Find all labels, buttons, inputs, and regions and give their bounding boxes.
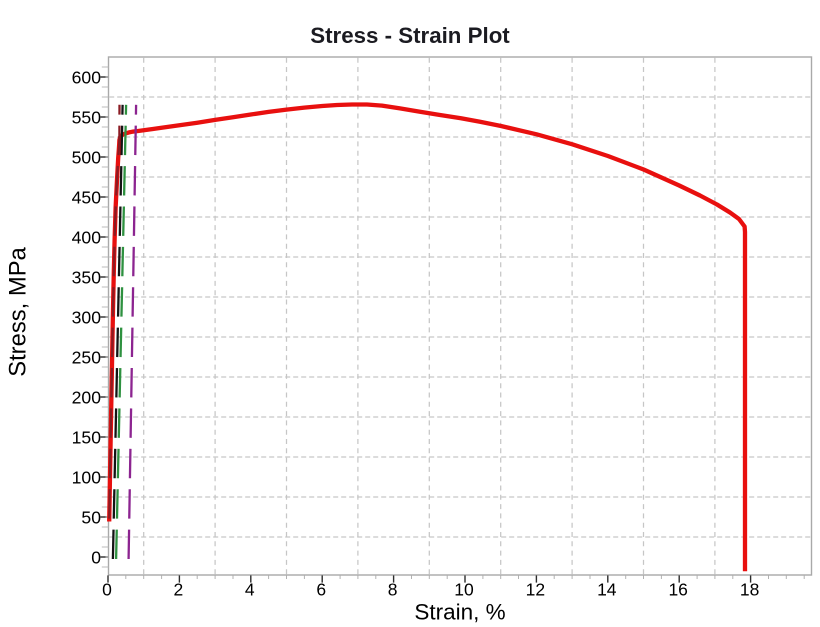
svg-text:550: 550 <box>72 108 102 128</box>
svg-text:100: 100 <box>72 468 102 488</box>
svg-text:500: 500 <box>72 148 102 168</box>
svg-text:6: 6 <box>316 579 326 599</box>
svg-text:2: 2 <box>174 579 184 599</box>
svg-text:10: 10 <box>454 579 474 599</box>
svg-text:0: 0 <box>102 579 112 599</box>
svg-text:Stress, MPa: Stress, MPa <box>5 246 32 376</box>
svg-text:4: 4 <box>245 579 255 599</box>
svg-text:600: 600 <box>72 68 102 88</box>
svg-text:300: 300 <box>72 308 102 328</box>
svg-text:150: 150 <box>72 428 102 448</box>
svg-text:16: 16 <box>668 579 687 599</box>
svg-text:8: 8 <box>388 579 398 599</box>
svg-text:Strain, %: Strain, % <box>414 600 505 625</box>
svg-text:Stress - Strain Plot: Stress - Strain Plot <box>310 23 510 48</box>
svg-text:50: 50 <box>81 508 101 528</box>
svg-text:18: 18 <box>740 579 759 599</box>
svg-text:14: 14 <box>597 579 617 599</box>
svg-text:400: 400 <box>72 228 102 248</box>
svg-text:0: 0 <box>91 548 101 568</box>
svg-text:350: 350 <box>72 268 102 288</box>
svg-text:450: 450 <box>72 188 102 208</box>
svg-text:200: 200 <box>72 388 102 408</box>
svg-text:12: 12 <box>526 579 545 599</box>
svg-text:250: 250 <box>72 348 102 368</box>
